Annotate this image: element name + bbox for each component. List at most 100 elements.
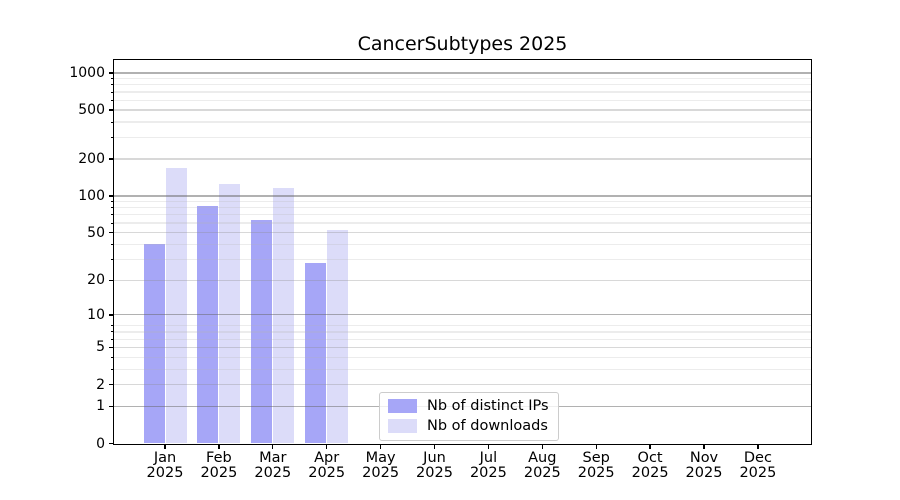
y-tick-mark-100 bbox=[109, 195, 114, 197]
gridline-minor-400 bbox=[114, 121, 811, 123]
x-tick-label-may: May 2025 bbox=[362, 449, 400, 481]
bar-jan-downloads bbox=[165, 167, 187, 444]
gridline-100 bbox=[114, 195, 811, 197]
legend: Nb of distinct IPs Nb of downloads bbox=[379, 391, 559, 441]
gridline-minor-3 bbox=[114, 368, 811, 370]
bar-feb-downloads bbox=[219, 183, 241, 444]
legend-item-downloads: Nb of downloads bbox=[388, 418, 549, 435]
gridline-50 bbox=[114, 232, 811, 234]
x-tick-label-jun: Jun 2025 bbox=[416, 449, 453, 481]
x-tick-mark-jul bbox=[487, 444, 490, 449]
y-minor-tick-mark-80 bbox=[111, 207, 114, 209]
bar-jan-distinct-ips bbox=[143, 244, 165, 444]
y-minor-tick-mark-30 bbox=[111, 258, 114, 260]
bar-apr-distinct-ips bbox=[305, 262, 327, 444]
y-tick-label-20: 20 bbox=[87, 272, 105, 289]
y-tick-label-2: 2 bbox=[96, 376, 105, 393]
y-minor-tick-mark-8 bbox=[111, 325, 114, 327]
y-tick-mark-1 bbox=[109, 405, 114, 407]
y-minor-tick-mark-300 bbox=[111, 136, 114, 138]
y-minor-tick-mark-700 bbox=[111, 91, 114, 93]
gridline-200 bbox=[114, 158, 811, 160]
y-tick-label-500: 500 bbox=[78, 102, 105, 119]
x-tick-mark-sep bbox=[595, 444, 597, 449]
x-tick-label-oct: Oct 2025 bbox=[631, 449, 669, 481]
y-tick-label-1000: 1000 bbox=[69, 64, 105, 81]
bar-feb-distinct-ips bbox=[197, 205, 219, 444]
x-tick-label-sep: Sep 2025 bbox=[577, 449, 615, 481]
gridline-1000 bbox=[114, 72, 811, 74]
gridline-minor-700 bbox=[114, 91, 811, 93]
chart-title: CancerSubtypes 2025 bbox=[357, 33, 568, 55]
legend-swatch-distinct-ips bbox=[388, 399, 417, 413]
x-tick-mark-nov bbox=[703, 444, 705, 449]
gridline-minor-30 bbox=[114, 258, 811, 260]
y-minor-tick-mark-6 bbox=[111, 338, 114, 340]
gridline-2 bbox=[114, 383, 811, 386]
gridline-minor-60 bbox=[114, 222, 811, 224]
gridline-minor-7 bbox=[114, 331, 811, 333]
x-tick-mark-jan bbox=[164, 444, 166, 449]
y-tick-label-0: 0 bbox=[96, 435, 105, 452]
x-tick-label-jan: Jan 2025 bbox=[146, 449, 184, 481]
y-tick-label-50: 50 bbox=[87, 224, 105, 241]
x-tick-mark-mar bbox=[272, 444, 274, 449]
bar-mar-downloads bbox=[273, 188, 295, 444]
y-tick-mark-500 bbox=[109, 109, 114, 111]
gridline-minor-600 bbox=[114, 99, 811, 101]
x-tick-mark-dec bbox=[757, 444, 759, 449]
legend-label-downloads: Nb of downloads bbox=[427, 417, 548, 434]
gridline-500 bbox=[114, 109, 811, 111]
bar-mar-distinct-ips bbox=[251, 220, 273, 444]
y-minor-tick-mark-400 bbox=[111, 121, 114, 123]
legend-item-distinct-ips: Nb of distinct IPs bbox=[388, 398, 549, 415]
x-tick-label-mar: Mar 2025 bbox=[254, 449, 292, 481]
x-tick-label-dec: Dec 2025 bbox=[739, 449, 777, 481]
y-tick-mark-1000 bbox=[109, 72, 114, 74]
y-tick-label-200: 200 bbox=[78, 151, 105, 168]
x-tick-label-aug: Aug 2025 bbox=[523, 449, 561, 481]
x-tick-mark-jun bbox=[433, 444, 436, 449]
x-tick-mark-oct bbox=[649, 444, 651, 449]
gridline-minor-4 bbox=[114, 356, 811, 358]
gridline-minor-6 bbox=[114, 338, 811, 340]
y-tick-mark-50 bbox=[109, 231, 114, 234]
bar-apr-downloads bbox=[327, 229, 349, 444]
x-tick-label-feb: Feb 2025 bbox=[200, 449, 238, 481]
y-tick-mark-200 bbox=[109, 158, 114, 160]
gridline-5 bbox=[114, 346, 811, 348]
x-tick-mark-may bbox=[379, 444, 382, 449]
y-tick-label-10: 10 bbox=[87, 306, 105, 323]
x-tick-mark-aug bbox=[541, 444, 543, 449]
y-minor-tick-mark-800 bbox=[111, 84, 114, 86]
y-tick-mark-5 bbox=[109, 346, 114, 349]
y-minor-tick-mark-40 bbox=[111, 243, 114, 245]
x-tick-label-jul: Jul 2025 bbox=[469, 449, 507, 481]
gridline-minor-40 bbox=[114, 243, 811, 245]
x-tick-mark-feb bbox=[218, 444, 220, 449]
gridline-minor-80 bbox=[114, 207, 811, 209]
gridline-minor-900 bbox=[114, 77, 811, 80]
gridline-10 bbox=[114, 314, 811, 316]
y-minor-tick-mark-600 bbox=[111, 99, 114, 101]
y-tick-label-100: 100 bbox=[78, 187, 105, 204]
y-minor-tick-mark-90 bbox=[111, 201, 114, 203]
y-tick-label-5: 5 bbox=[96, 339, 105, 356]
y-minor-tick-mark-3 bbox=[111, 368, 114, 370]
x-tick-mark-apr bbox=[326, 444, 328, 449]
x-tick-label-apr: Apr 2025 bbox=[308, 449, 346, 481]
y-tick-label-1: 1 bbox=[96, 398, 105, 415]
y-minor-tick-mark-60 bbox=[111, 222, 114, 224]
y-minor-tick-mark-70 bbox=[111, 214, 114, 216]
y-tick-mark-0 bbox=[109, 442, 114, 445]
y-tick-mark-2 bbox=[109, 383, 114, 386]
y-tick-mark-20 bbox=[109, 279, 114, 281]
gridline-minor-70 bbox=[114, 214, 811, 216]
gridline-minor-800 bbox=[114, 84, 811, 86]
gridline-minor-300 bbox=[114, 136, 811, 138]
x-tick-label-nov: Nov 2025 bbox=[685, 449, 723, 481]
y-minor-tick-mark-900 bbox=[111, 78, 114, 80]
gridline-20 bbox=[114, 279, 811, 281]
y-tick-mark-10 bbox=[109, 314, 114, 316]
